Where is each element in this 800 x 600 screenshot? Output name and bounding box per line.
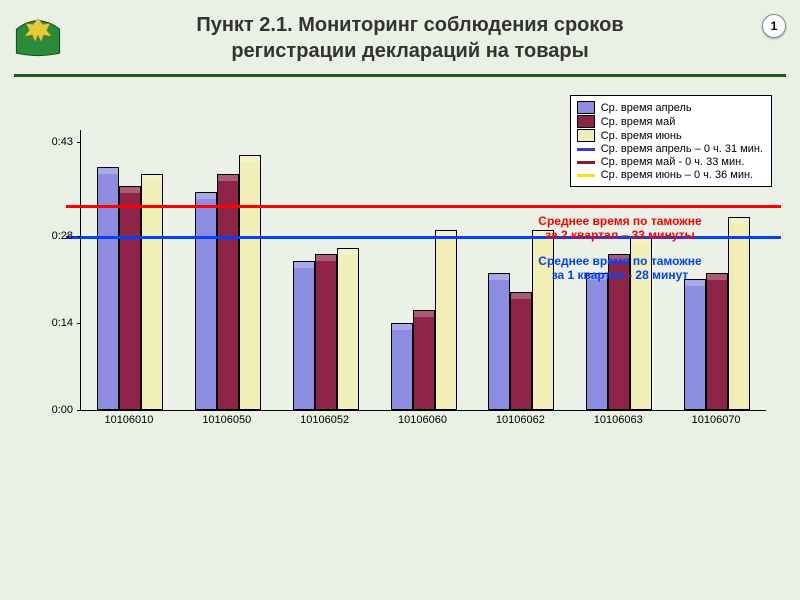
legend-item: Ср. время апрель – 0 ч. 31 мин.: [577, 143, 763, 155]
legend-item: Ср. время июнь – 0 ч. 36 мин.: [577, 169, 763, 181]
bar-group: [684, 217, 750, 410]
legend-item: Ср. время апрель: [577, 101, 763, 114]
legend-line-april: [577, 148, 595, 151]
bar-april: [488, 273, 510, 410]
bar-april: [195, 192, 217, 410]
x-tick-label: 10106050: [178, 414, 276, 434]
x-tick-label: 10106010: [80, 414, 178, 434]
bar-may: [510, 292, 532, 410]
header-divider: [14, 74, 786, 77]
bar-may: [706, 273, 728, 410]
legend-label: Ср. время апрель: [601, 102, 692, 114]
legend-swatch-april: [577, 101, 595, 114]
page-title: Пункт 2.1. Мониторинг соблюдения сроков …: [80, 12, 740, 64]
page-number: 1: [771, 19, 778, 33]
title-line-1: Пункт 2.1. Мониторинг соблюдения сроков: [196, 14, 623, 36]
annotation-q1: Среднее время по таможне за 1 квартал - …: [510, 254, 730, 283]
bar-group: [195, 155, 261, 410]
y-tick-label: 0:14: [52, 317, 73, 329]
legend-swatch-june: [577, 129, 595, 142]
legend-item: Ср. время май: [577, 115, 763, 128]
bar-may: [217, 174, 239, 410]
chart-legend: Ср. время апрель Ср. время май Ср. время…: [570, 95, 772, 187]
legend-item: Ср. время май - 0 ч. 33 мин.: [577, 156, 763, 168]
y-tick-label: 0:43: [52, 136, 73, 148]
legend-label: Ср. время июнь – 0 ч. 36 мин.: [601, 169, 753, 181]
legend-line-june: [577, 174, 595, 177]
x-tick-label: 10106052: [276, 414, 374, 434]
legend-swatch-may: [577, 115, 595, 128]
legend-item: Ср. время июнь: [577, 129, 763, 142]
x-tick-label: 10106063: [569, 414, 667, 434]
bar-april: [391, 323, 413, 410]
bar-june: [435, 230, 457, 410]
bar-may: [315, 254, 337, 410]
bar-april: [293, 261, 315, 410]
bar-group: [391, 230, 457, 410]
bar-june: [337, 248, 359, 410]
bar-june: [239, 155, 261, 410]
legend-label: Ср. время май: [601, 116, 676, 128]
annotation-q2: Среднее время по таможне за 2 квартал – …: [510, 214, 730, 243]
x-tick-label: 10106062: [471, 414, 569, 434]
x-tick-label: 10106060: [374, 414, 472, 434]
x-tick-label: 10106070: [667, 414, 765, 434]
legend-line-may: [577, 161, 595, 164]
header: Пункт 2.1. Мониторинг соблюдения сроков …: [0, 0, 800, 72]
bar-group: [293, 248, 359, 410]
legend-label: Ср. время апрель – 0 ч. 31 мин.: [601, 143, 763, 155]
title-line-2: регистрации деклараций на товары: [231, 40, 588, 62]
y-tick-label: 0:28: [52, 230, 73, 242]
bar-may: [119, 186, 141, 410]
bar-june: [141, 174, 163, 410]
bar-may: [413, 310, 435, 410]
bar-april: [684, 279, 706, 410]
chart-x-labels: 1010601010106050101060521010606010106062…: [80, 414, 765, 434]
bar-april: [586, 273, 608, 410]
bar-june: [728, 217, 750, 410]
ref-line-q2: [66, 205, 781, 208]
y-tick-label: 0:00: [52, 404, 73, 416]
page-number-badge: 1: [762, 14, 786, 38]
emblem-icon: [14, 10, 62, 58]
legend-label: Ср. время май - 0 ч. 33 мин.: [601, 156, 745, 168]
legend-label: Ср. время июнь: [601, 130, 682, 142]
